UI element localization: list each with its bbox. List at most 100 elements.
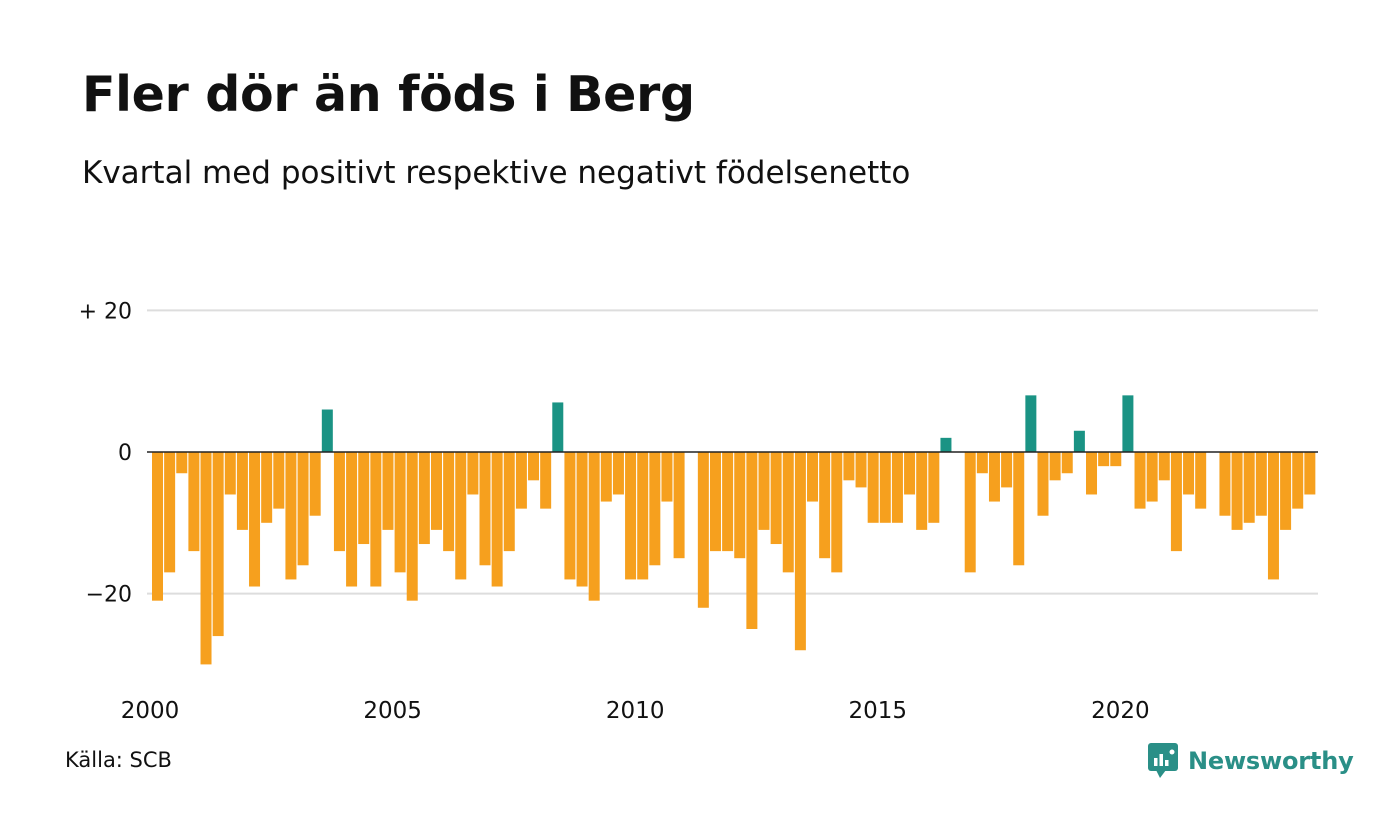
bar bbox=[1170, 452, 1182, 552]
bar bbox=[1267, 452, 1279, 580]
bar bbox=[807, 452, 819, 502]
bar bbox=[564, 452, 576, 580]
bar bbox=[576, 452, 588, 587]
bar bbox=[1280, 452, 1292, 530]
bar bbox=[394, 452, 406, 573]
y-tick-label: 0 bbox=[118, 441, 132, 466]
bar bbox=[430, 452, 442, 530]
bar bbox=[1086, 452, 1098, 495]
bar bbox=[1304, 452, 1316, 495]
bar bbox=[346, 452, 358, 587]
x-tick-label: 2000 bbox=[121, 698, 180, 724]
bar bbox=[273, 452, 285, 509]
newsworthy-logo: Newsworthy bbox=[1148, 743, 1354, 779]
bar bbox=[916, 452, 928, 530]
bar bbox=[1183, 452, 1195, 495]
bar bbox=[734, 452, 746, 559]
grid-lines bbox=[147, 309, 1318, 595]
bar bbox=[224, 452, 236, 495]
bar bbox=[1146, 452, 1158, 502]
bar bbox=[758, 452, 770, 530]
bar bbox=[333, 452, 345, 552]
bar bbox=[236, 452, 248, 530]
bar bbox=[249, 452, 261, 587]
bar bbox=[1219, 452, 1231, 516]
bar bbox=[1195, 452, 1207, 509]
y-tick-label: + 20 bbox=[79, 299, 132, 324]
bar bbox=[443, 452, 455, 552]
bar bbox=[152, 452, 163, 601]
chart-title: Fler dör än föds i Berg bbox=[82, 66, 695, 123]
bar bbox=[321, 409, 333, 452]
bar bbox=[515, 452, 527, 509]
bar bbox=[528, 452, 540, 481]
bar bbox=[819, 452, 831, 559]
bar bbox=[879, 452, 891, 523]
bar bbox=[831, 452, 843, 573]
bar bbox=[309, 452, 321, 516]
bar bbox=[1255, 452, 1267, 516]
bar bbox=[964, 452, 976, 573]
y-tick-label: −20 bbox=[86, 583, 132, 608]
bar bbox=[1073, 430, 1085, 452]
bar bbox=[1158, 452, 1170, 481]
bar bbox=[988, 452, 1000, 502]
bar bbox=[406, 452, 418, 601]
bar bbox=[1110, 452, 1122, 467]
bar bbox=[588, 452, 600, 601]
bar bbox=[1134, 452, 1146, 509]
bar bbox=[782, 452, 794, 573]
bar bbox=[1231, 452, 1243, 530]
bar bbox=[382, 452, 394, 530]
bar bbox=[540, 452, 552, 509]
bar bbox=[976, 452, 988, 474]
bar bbox=[697, 452, 709, 608]
bar bbox=[1061, 452, 1073, 474]
bar bbox=[625, 452, 637, 580]
bar bbox=[940, 437, 952, 452]
bar bbox=[855, 452, 867, 488]
bar bbox=[746, 452, 758, 629]
bar bbox=[285, 452, 297, 580]
bar bbox=[661, 452, 673, 502]
bar bbox=[164, 452, 176, 573]
bars bbox=[152, 395, 1316, 665]
newsworthy-logo-icon bbox=[1148, 743, 1178, 778]
bar bbox=[200, 452, 212, 665]
bar bbox=[1098, 452, 1110, 467]
bar bbox=[722, 452, 734, 552]
bar bbox=[503, 452, 515, 552]
bar bbox=[637, 452, 649, 580]
bar bbox=[1025, 395, 1037, 452]
bar bbox=[843, 452, 855, 481]
x-tick-label: 2010 bbox=[606, 698, 665, 724]
bar bbox=[612, 452, 624, 495]
bar bbox=[1001, 452, 1013, 488]
bar bbox=[867, 452, 879, 523]
bar bbox=[928, 452, 940, 523]
bar bbox=[297, 452, 309, 566]
x-tick-labels: 2000 2005 2010 2015 2020 bbox=[121, 698, 1150, 724]
chart-subtitle: Kvartal med positivt respektive negativt… bbox=[82, 155, 911, 191]
bar bbox=[794, 452, 806, 651]
bar bbox=[649, 452, 661, 566]
bar bbox=[673, 452, 685, 559]
bar bbox=[709, 452, 721, 552]
bar bbox=[1122, 395, 1134, 452]
bar bbox=[212, 452, 224, 637]
bar bbox=[261, 452, 273, 523]
brand-name: Newsworthy bbox=[1188, 747, 1354, 775]
bar bbox=[358, 452, 370, 545]
bar bbox=[891, 452, 903, 523]
bar bbox=[1292, 452, 1304, 509]
bar bbox=[491, 452, 503, 587]
bar bbox=[418, 452, 430, 545]
bar bbox=[176, 452, 188, 474]
source-note: Källa: SCB bbox=[65, 748, 172, 772]
x-tick-label: 2020 bbox=[1091, 698, 1150, 724]
x-tick-label: 2015 bbox=[849, 698, 908, 724]
bar bbox=[370, 452, 382, 587]
y-tick-labels: + 20 0 −20 bbox=[79, 299, 132, 607]
bar bbox=[552, 402, 564, 452]
